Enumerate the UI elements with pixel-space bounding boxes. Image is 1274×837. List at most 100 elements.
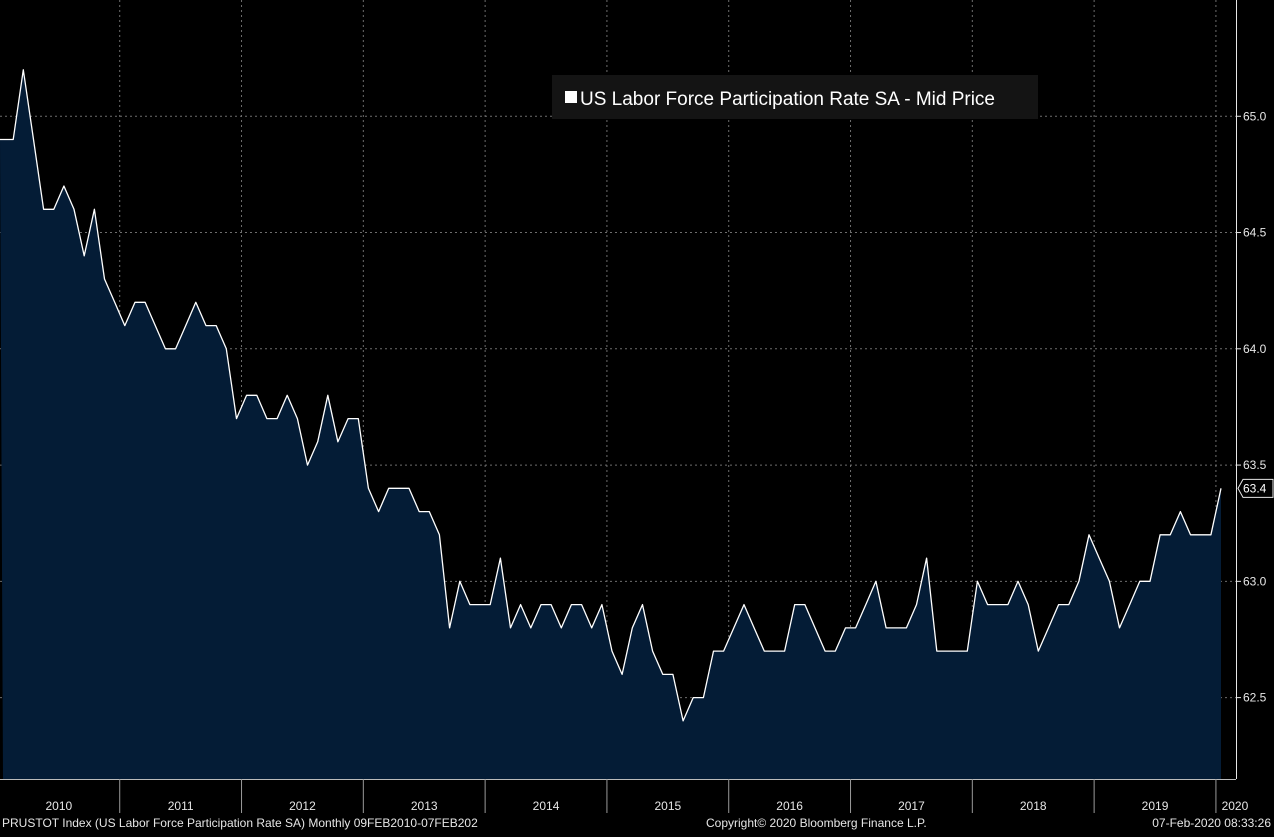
data-point-2015-11 — [713, 651, 714, 652]
data-point-2010-07 — [63, 185, 64, 186]
data-point-2015-01 — [611, 651, 612, 652]
data-point-2016-09 — [814, 627, 815, 628]
data-point-2016-03 — [754, 627, 755, 628]
data-point-2018-02 — [987, 604, 988, 605]
data-point-2020-01 — [1220, 488, 1221, 489]
data-point-2016-06 — [784, 651, 785, 652]
data-point-2017-12 — [967, 651, 968, 652]
last-value-label: 63.4 — [1243, 481, 1267, 495]
data-point-2010-11 — [104, 278, 105, 279]
data-point-2019-11 — [1200, 534, 1201, 535]
data-point-2012-02 — [256, 395, 257, 396]
data-point-2010-08 — [73, 209, 74, 210]
data-point-2012-05 — [287, 395, 288, 396]
data-point-2010-06 — [53, 209, 54, 210]
data-point-2015-05 — [652, 651, 653, 652]
data-point-2010-02 — [13, 139, 14, 140]
data-point-2016-12 — [845, 627, 846, 628]
data-point-2019-07 — [1160, 534, 1161, 535]
data-point-2012-07 — [307, 465, 308, 466]
series-line — [0, 69, 1222, 722]
data-point-2014-06 — [540, 604, 541, 605]
data-point-2012-11 — [348, 418, 349, 419]
x-tick-label: 2020 — [1222, 799, 1249, 813]
footer-index-description: PRUSTOT Index (US Labor Force Participat… — [2, 816, 478, 830]
series-area-fill — [0, 69, 1221, 780]
data-point-2011-04 — [155, 325, 156, 326]
data-point-2018-09 — [1058, 604, 1059, 605]
data-point-2018-11 — [1078, 581, 1079, 582]
data-point-2014-01 — [490, 604, 491, 605]
data-point-2018-04 — [1007, 604, 1008, 605]
data-point-2019-06 — [1149, 581, 1150, 582]
data-point-2012-04 — [277, 418, 278, 419]
x-tick-label: 2017 — [898, 799, 925, 813]
data-point-2017-03 — [875, 581, 876, 582]
data-point-2013-11 — [469, 604, 470, 605]
data-point-2018-12 — [1088, 534, 1089, 535]
x-tick-label: 2011 — [168, 799, 194, 813]
data-point-2015-07 — [672, 674, 673, 675]
y-tick-label: 63.5 — [1243, 458, 1267, 472]
data-point-2010-04 — [33, 139, 34, 140]
y-axis-ticks: 62.5 63.0 63.5 64.0 64.5 65.0 — [1236, 109, 1267, 705]
data-point-2016-08 — [804, 604, 805, 605]
data-point-2019-09 — [1180, 511, 1181, 512]
data-point-2018-07 — [1038, 651, 1039, 652]
data-point-2015-08 — [683, 720, 684, 721]
data-point-2019-12 — [1210, 534, 1211, 535]
data-point-2012-01 — [246, 395, 247, 396]
data-point-2017-02 — [865, 604, 866, 605]
legend-swatch — [565, 91, 577, 103]
data-point-2019-10 — [1190, 534, 1191, 535]
data-point-2014-10 — [581, 604, 582, 605]
data-point-2013-01 — [368, 488, 369, 489]
data-point-2019-02 — [1109, 581, 1110, 582]
data-point-2011-02 — [134, 302, 135, 303]
data-point-2015-09 — [693, 697, 694, 698]
data-point-2011-12 — [236, 418, 237, 419]
data-point-2017-04 — [886, 627, 887, 628]
x-tick-label: 2012 — [289, 799, 316, 813]
data-point-2011-01 — [124, 325, 125, 326]
data-point-2014-11 — [591, 627, 592, 628]
x-tick-label: 2018 — [1020, 799, 1047, 813]
data-point-2014-04 — [520, 604, 521, 605]
data-point-2012-12 — [358, 418, 359, 419]
y-tick-label: 64.5 — [1243, 226, 1267, 240]
data-point-2019-05 — [1139, 581, 1140, 582]
data-point-2014-07 — [551, 604, 552, 605]
data-point-2014-08 — [561, 627, 562, 628]
data-point-2013-07 — [429, 511, 430, 512]
data-point-2018-08 — [1048, 627, 1049, 628]
data-point-2019-04 — [1129, 604, 1130, 605]
data-point-2016-10 — [825, 651, 826, 652]
data-point-2012-09 — [327, 395, 328, 396]
x-tick-label: 2014 — [533, 799, 560, 813]
data-point-2013-02 — [378, 511, 379, 512]
x-tick-label: 2016 — [776, 799, 803, 813]
data-point-2016-11 — [835, 651, 836, 652]
data-point-2014-09 — [571, 604, 572, 605]
data-point-2013-05 — [408, 488, 409, 489]
data-point-2016-05 — [774, 651, 775, 652]
legend-box — [552, 75, 1038, 119]
data-point-2014-02 — [500, 558, 501, 559]
data-point-2017-07 — [916, 604, 917, 605]
data-point-2018-03 — [997, 604, 998, 605]
y-tick-label: 65.0 — [1243, 109, 1267, 123]
data-point-2012-08 — [317, 441, 318, 442]
legend-label: US Labor Force Participation Rate SA - M… — [580, 89, 995, 110]
data-point-2017-06 — [906, 627, 907, 628]
data-point-2016-04 — [764, 651, 765, 652]
data-point-2012-03 — [266, 418, 267, 419]
data-point-2011-08 — [195, 302, 196, 303]
x-tick-label: 2010 — [45, 799, 72, 813]
x-axis-ticks: 2010 2011 2012 2013 2014 2015 2016 2017 2018 2019… — [45, 779, 1249, 813]
data-point-2010-03 — [23, 69, 24, 70]
data-point-2017-09 — [936, 651, 937, 652]
data-point-2018-01 — [977, 581, 978, 582]
data-point-2014-05 — [530, 627, 531, 628]
data-point-2013-08 — [439, 534, 440, 535]
